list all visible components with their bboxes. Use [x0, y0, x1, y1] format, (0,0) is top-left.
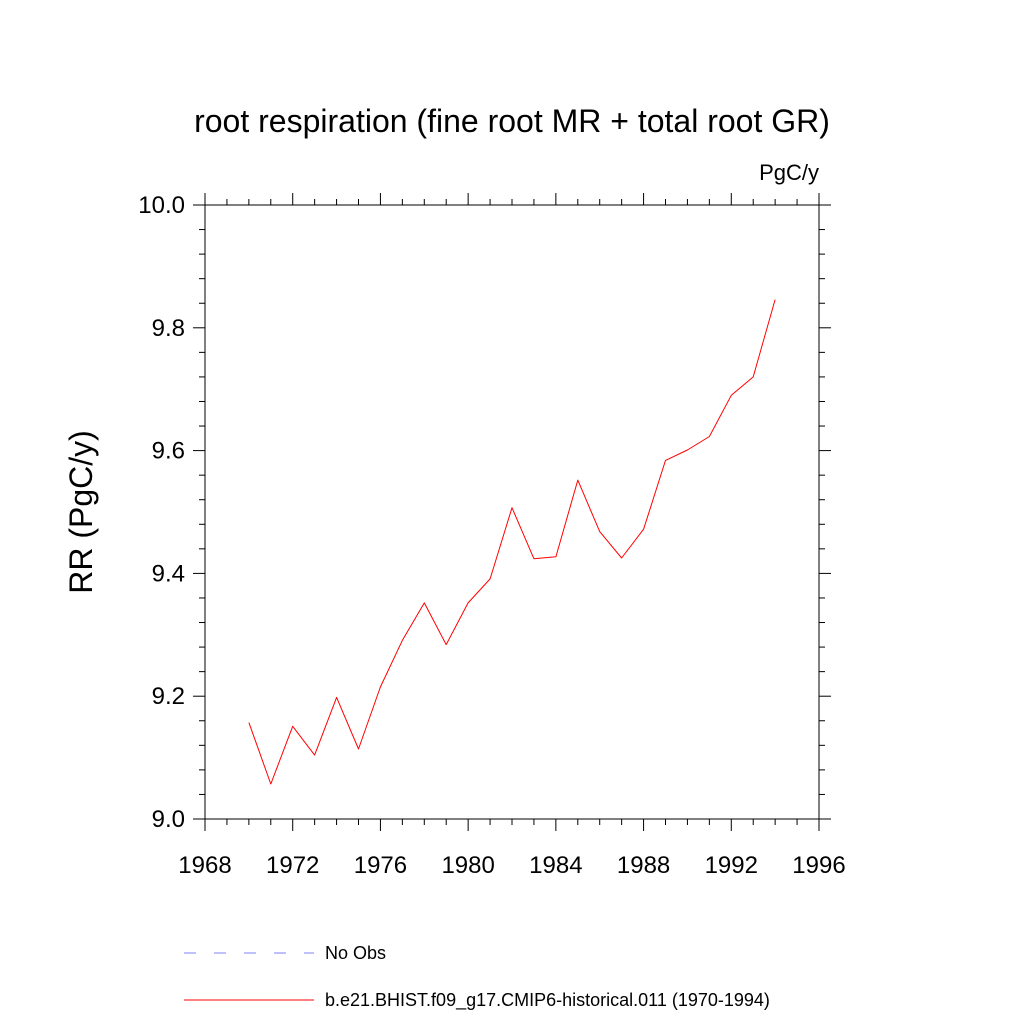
axis-ticks [193, 193, 831, 831]
legend-label-no-obs: No Obs [325, 943, 386, 963]
units-label: PgC/y [759, 160, 819, 185]
legend: No Obs b.e21.BHIST.f09_g17.CMIP6-histori… [184, 943, 770, 1011]
x-tick-label: 1996 [792, 852, 845, 879]
x-tick-label: 1984 [529, 852, 582, 879]
x-tick-labels: 1968 1972 1976 1980 1984 1988 1992 1996 [178, 852, 845, 879]
chart-title: root respiration (fine root MR + total r… [194, 103, 830, 139]
y-tick-labels: 9.0 9.2 9.4 9.6 9.8 10.0 [138, 192, 185, 833]
y-tick-label: 9.4 [152, 560, 185, 587]
y-axis-label: RR (PgC/y) [63, 430, 99, 594]
legend-label-historical: b.e21.BHIST.f09_g17.CMIP6-historical.011… [325, 990, 770, 1011]
y-tick-label: 9.2 [152, 683, 185, 710]
series-lines [248, 299, 776, 785]
x-tick-label: 1968 [178, 852, 231, 879]
x-tick-label: 1988 [617, 852, 670, 879]
y-tick-label: 10.0 [138, 192, 185, 219]
y-tick-label: 9.8 [152, 315, 185, 342]
series-line-historical [248, 299, 776, 785]
x-tick-label: 1980 [441, 852, 494, 879]
y-tick-label: 9.0 [152, 806, 185, 833]
y-tick-label: 9.6 [152, 438, 185, 465]
x-tick-label: 1972 [266, 852, 319, 879]
x-tick-label: 1992 [705, 852, 758, 879]
plot-frame [204, 204, 820, 820]
x-tick-label: 1976 [354, 852, 407, 879]
